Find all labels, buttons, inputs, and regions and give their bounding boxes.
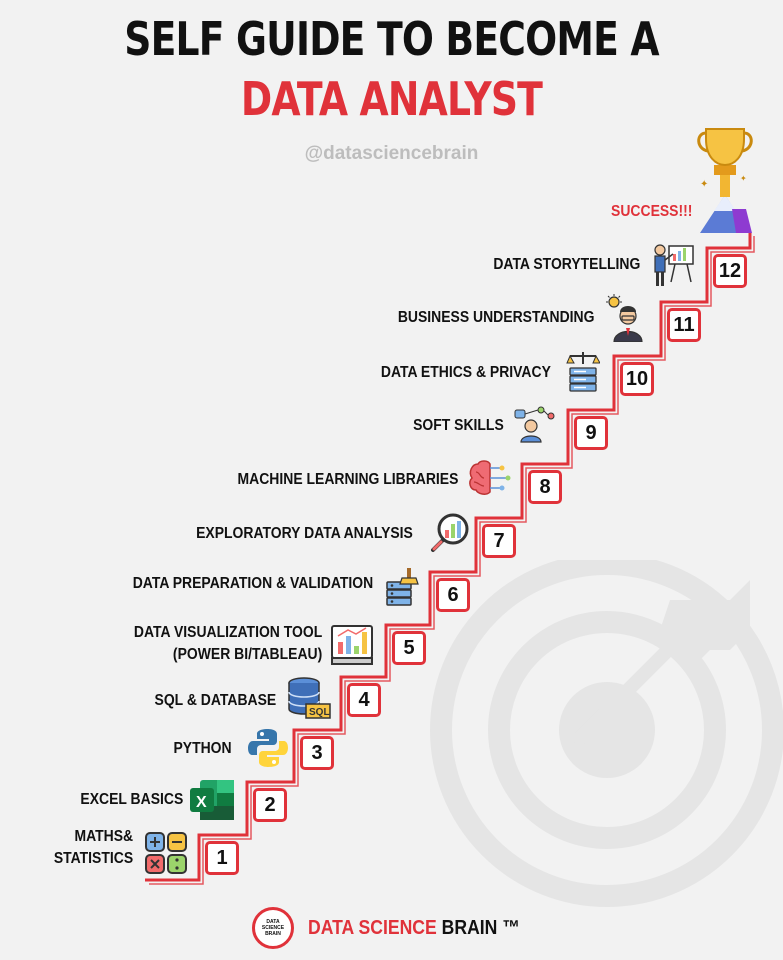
brand-name: DATA SCIENCE BRAIN ™ [308,917,520,940]
svg-text:SQL: SQL [309,707,330,718]
step-label: BUSINESS UNDERSTANDING [397,309,594,326]
step-label: EXPLORATORY DATA ANALYSIS [196,525,413,542]
footer-brand: DATA SCIENCE BRAIN DATA SCIENCE BRAIN ™ [252,906,549,950]
step-number-box: 10 [620,362,654,396]
stair-outline-inner [149,236,755,885]
step-number-box: 6 [436,578,470,612]
step-number-box: 7 [482,524,516,558]
step-number-box: 5 [392,631,426,665]
server-brush-icon [385,566,419,613]
step-label: DATA VISUALIZATION TOOL (POWER BI/TABLEA… [133,624,322,663]
svg-text:✦: ✦ [740,174,747,183]
brain-circuit-icon [466,458,512,503]
step-number-box: 2 [253,788,287,822]
step-label: DATA STORYTELLING [493,256,640,273]
step-label: DATA ETHICS & PRIVACY [380,364,551,381]
python-icon [248,727,288,774]
scale-server-icon [566,350,601,399]
brand-name-black: BRAIN ™ [436,916,520,939]
person-network-icon [513,404,555,449]
title-line-2: DATA ANALYST [240,72,543,126]
brain-logo-icon: DATA SCIENCE BRAIN [252,907,294,949]
step-number-box: 4 [347,683,381,717]
step-number-box: 8 [528,470,562,504]
businessman-idea-icon [602,294,646,347]
dashboard-chart-icon [330,622,374,673]
step-label: SOFT SKILLS [413,417,504,434]
social-handle: @datasciencebrain [304,143,479,164]
magnifier-chart-icon [430,512,470,559]
logo-text: DATA SCIENCE BRAIN [261,919,285,937]
step-number-box: 3 [300,736,334,770]
step-number-box: 11 [667,308,701,342]
step-label: DATA PREPARATION & VALIDATION [132,575,373,592]
excel-icon: X [188,776,236,829]
target-background-icon [430,560,783,907]
svg-text:X: X [196,794,207,811]
presenter-board-icon [651,242,695,293]
step-label: EXCEL BASICS [80,791,183,808]
brand-name-red: DATA SCIENCE [308,916,437,939]
stair-outline-outer [145,232,752,882]
step-label: SQL & DATABASE [154,692,276,709]
step-number-box: 1 [205,841,239,875]
step-number-box: 9 [574,416,608,450]
sql-database-icon: SQL [286,676,332,725]
title-line-1: SELF GUIDE TO BECOME A [124,12,659,66]
step-label: MATHS& STATISTICS [53,828,133,867]
math-operators-icon [144,831,188,880]
step-label: PYTHON [173,740,232,757]
trophy-mountain-icon: ✦ ✦ [697,128,753,233]
success-label: SUCCESS!!! [610,203,692,220]
svg-text:✦: ✦ [700,179,708,190]
step-label: MACHINE LEARNING LIBRARIES [237,471,458,488]
step-number-box: 12 [713,254,747,288]
